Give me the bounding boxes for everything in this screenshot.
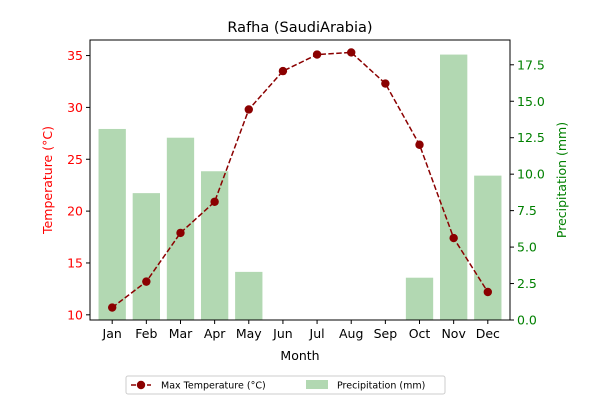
legend-line-marker bbox=[136, 380, 146, 390]
x-tick-label: Sep bbox=[374, 326, 398, 341]
right-y-tick-label: 2.5 bbox=[517, 276, 537, 291]
precipitation-bar-oct bbox=[405, 277, 434, 320]
right-y-tick-label: 7.5 bbox=[517, 203, 537, 218]
left-y-tick-label: 30 bbox=[67, 100, 83, 115]
left-y-tick-label: 25 bbox=[67, 152, 83, 167]
temperature-point-jan bbox=[107, 303, 117, 312]
x-tick-label: Nov bbox=[441, 326, 466, 341]
right-y-tick-label: 5.0 bbox=[517, 240, 537, 255]
temperature-point-sep bbox=[381, 79, 390, 88]
x-tick-label: Dec bbox=[476, 326, 500, 341]
x-tick-label: Mar bbox=[169, 326, 193, 341]
temperature-line-path bbox=[111, 51, 489, 309]
x-tick-label: Aug bbox=[339, 326, 363, 341]
chart-title: Rafha (SaudiArabia) bbox=[227, 20, 372, 36]
temperature-point-jun bbox=[278, 66, 288, 76]
temperature-point-aug bbox=[347, 48, 356, 57]
left-y-tick-label: 20 bbox=[67, 204, 83, 219]
temperature-point-oct bbox=[415, 140, 424, 149]
axes: Jan Feb Mar Apr May Jun Jul Aug Sep Oct Nov Dec 10 15… bbox=[67, 39, 545, 341]
precipitation-bar-jan bbox=[98, 128, 126, 320]
right-y-tick-label: 12.5 bbox=[517, 130, 545, 145]
temperature-point-nov bbox=[449, 233, 458, 243]
precipitation-bar-dec bbox=[474, 175, 502, 320]
precipitation-bars bbox=[98, 54, 502, 320]
legend-precipitation-label: Precipitation (mm) bbox=[337, 381, 425, 392]
left-y-tick-label: 35 bbox=[67, 48, 83, 63]
left-y-tick-label: 10 bbox=[67, 307, 83, 322]
temperature-point-apr bbox=[210, 197, 219, 206]
precipitation-bar-nov bbox=[440, 54, 468, 320]
right-y-tick-label: 15.0 bbox=[517, 94, 545, 109]
x-tick-label: Feb bbox=[135, 326, 157, 341]
right-y-tick-label: 17.5 bbox=[517, 57, 545, 72]
x-tick-label: Oct bbox=[409, 326, 431, 341]
temperature-point-dec bbox=[483, 287, 493, 297]
right-axis-label: Precipitation (mm) bbox=[554, 122, 569, 238]
legend-frame bbox=[125, 375, 446, 395]
x-tick-label: Jan bbox=[102, 326, 122, 341]
temperature-point-jul bbox=[312, 50, 322, 59]
legend: Max Temperature (°C) Precipitation (mm) bbox=[125, 375, 446, 395]
legend-temperature-label: Max Temperature (°C) bbox=[161, 381, 266, 392]
temperature-line bbox=[107, 48, 493, 312]
x-axis-label: Month bbox=[280, 348, 319, 363]
legend-bar-swatch bbox=[306, 380, 328, 389]
x-tick-label: Apr bbox=[204, 326, 226, 341]
left-y-tick-label: 15 bbox=[67, 255, 83, 270]
x-tick-label: May bbox=[236, 326, 262, 341]
temperature-point-may bbox=[244, 105, 253, 114]
x-tick-label: Jun bbox=[272, 326, 293, 341]
left-axis-label: Temperature (°C) bbox=[40, 126, 55, 235]
precipitation-bar-feb bbox=[132, 193, 160, 320]
right-y-tick-label: 0.0 bbox=[517, 313, 537, 328]
precipitation-bar-may bbox=[235, 271, 263, 320]
precipitation-bar-apr bbox=[200, 171, 229, 320]
plot-frame bbox=[89, 39, 511, 321]
temperature-point-mar bbox=[176, 228, 185, 238]
right-y-tick-label: 10.0 bbox=[517, 167, 545, 182]
x-tick-label: Jul bbox=[309, 326, 325, 341]
temperature-point-feb bbox=[142, 277, 151, 286]
